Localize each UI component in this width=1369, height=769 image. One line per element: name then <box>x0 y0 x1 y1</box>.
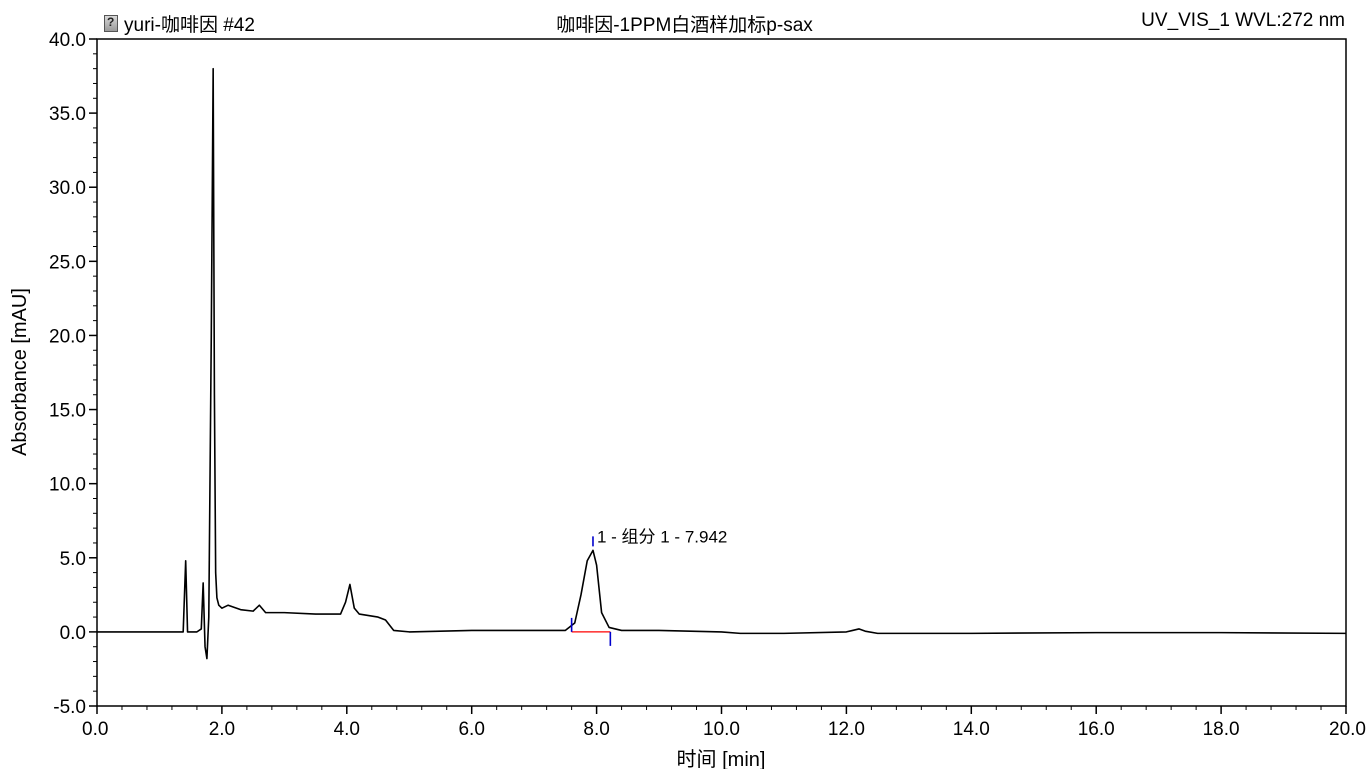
x-tick-label: 2.0 <box>209 719 235 740</box>
x-tick-label: 20.0 <box>1329 719 1366 740</box>
x-tick-label: 12.0 <box>828 719 865 740</box>
y-tick-label: 10.0 <box>49 475 86 496</box>
x-tick-label: 8.0 <box>583 719 609 740</box>
y-tick-label: 30.0 <box>49 178 86 199</box>
peak-label: 1 - 组分 1 - 7.942 <box>597 527 727 546</box>
y-tick-label: 15.0 <box>49 401 86 422</box>
trace-group <box>97 67 1347 660</box>
plot-frame <box>96 38 1347 707</box>
y-axis-label: Absorbance [mAU] <box>9 288 31 456</box>
x-tick-label: 6.0 <box>458 719 484 740</box>
x-tick-label: 16.0 <box>1078 719 1115 740</box>
y-tick-label: 40.0 <box>49 30 86 51</box>
sequence-title: 咖啡因-1PPM白酒样加标p-sax <box>556 15 813 36</box>
x-axis-label: 时间 [min] <box>677 748 766 769</box>
y-tick-label: -5.0 <box>53 697 86 718</box>
y-tick-label: 0.0 <box>60 623 86 644</box>
x-tick-label: 18.0 <box>1203 719 1240 740</box>
x-tick-label: 10.0 <box>703 719 740 740</box>
peak-annotations: 1 - 组分 1 - 7.942 <box>570 527 727 646</box>
x-tick-label: 14.0 <box>953 719 990 740</box>
detector-channel: UV_VIS_1 WVL:272 nm <box>1141 10 1345 31</box>
x-tick-label: 4.0 <box>334 719 360 740</box>
axes: -5.00.05.010.015.020.025.030.035.040.00.… <box>49 30 1366 740</box>
y-tick-label: 5.0 <box>60 549 86 570</box>
x-tick-label: 0.0 <box>82 719 108 740</box>
y-tick-label: 25.0 <box>49 252 86 273</box>
chromatogram-trace <box>97 67 1347 660</box>
sample-name: yuri-咖啡因 #42 <box>124 15 255 36</box>
y-tick-label: 35.0 <box>49 104 86 125</box>
document-icon <box>104 15 118 32</box>
y-tick-label: 20.0 <box>49 326 86 347</box>
chromatogram-title: yuri-咖啡因 #42 <box>104 10 255 37</box>
